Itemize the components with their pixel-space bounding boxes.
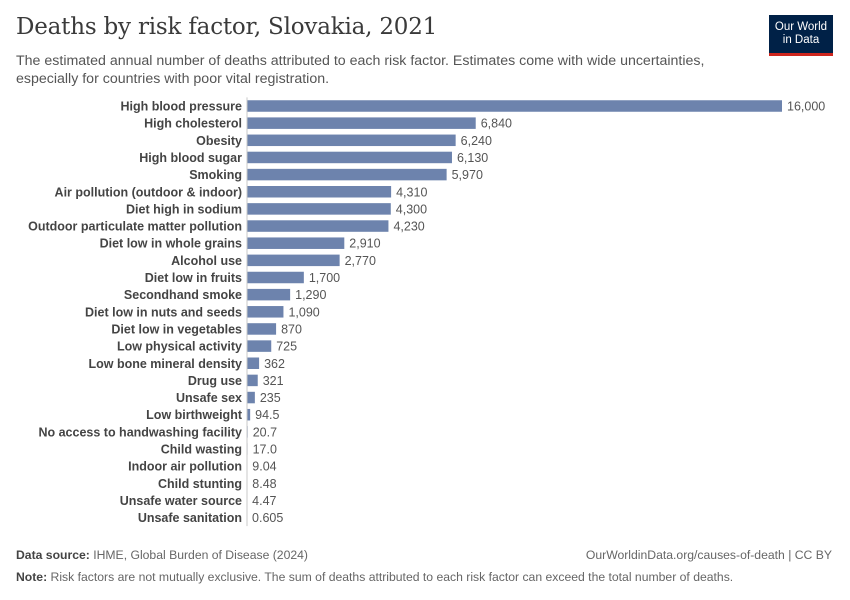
- bar[interactable]: [247, 220, 389, 232]
- bar[interactable]: [247, 391, 255, 404]
- category-label: Air pollution (outdoor & indoor): [55, 185, 242, 199]
- value-label: 4.47: [252, 494, 276, 508]
- category-label: Diet low in whole grains: [100, 237, 242, 251]
- bar[interactable]: [247, 323, 277, 335]
- category-label: Diet low in vegetables: [111, 322, 242, 336]
- value-label: 1,090: [288, 305, 319, 319]
- category-label: Low bone mineral density: [89, 357, 243, 371]
- category-label: Drug use: [188, 374, 242, 388]
- category-label: Alcohol use: [171, 254, 242, 268]
- value-label: 94.5: [255, 408, 279, 422]
- bar[interactable]: [247, 168, 447, 181]
- footer-source-row: Data source: IHME, Global Burden of Dise…: [16, 548, 832, 562]
- bar[interactable]: [247, 203, 391, 215]
- value-label: 4,310: [396, 185, 427, 199]
- bar-chart: High blood pressure 16,000 High cholestero…: [28, 97, 825, 527]
- data-source-text[interactable]: IHME, Global Burden of Disease (2024): [93, 548, 308, 562]
- bar[interactable]: [247, 306, 284, 318]
- data-source-label: Data source:: [16, 548, 90, 562]
- bar[interactable]: [247, 340, 272, 352]
- category-label: Indoor air pollution: [128, 460, 242, 474]
- category-label: Unsafe sex: [176, 391, 242, 405]
- category-label: Outdoor particulate matter pollution: [28, 220, 242, 234]
- bar[interactable]: [247, 100, 782, 112]
- note-label: Note:: [16, 570, 48, 584]
- bar[interactable]: [247, 288, 291, 301]
- footer-note: Note: Risk factors are not mutually excl…: [16, 570, 832, 584]
- bar[interactable]: [247, 254, 340, 267]
- bar[interactable]: [247, 117, 476, 129]
- category-label: Diet low in fruits: [145, 271, 242, 285]
- bar[interactable]: [247, 186, 392, 198]
- value-label: 4,300: [396, 202, 427, 216]
- category-label: Child stunting: [158, 477, 242, 491]
- bar[interactable]: [247, 237, 345, 249]
- value-label: 4,230: [393, 220, 424, 234]
- category-label: Low birthweight: [146, 408, 243, 422]
- value-label: 8.48: [252, 477, 276, 491]
- category-label: Obesity: [196, 134, 242, 148]
- value-label: 6,130: [457, 151, 488, 165]
- category-label: Diet low in nuts and seeds: [85, 305, 242, 319]
- bar[interactable]: [247, 357, 260, 370]
- value-label: 6,240: [461, 134, 492, 148]
- value-label: 235: [260, 391, 281, 405]
- logo-line-1: Our World: [774, 21, 828, 33]
- value-label: 725: [276, 340, 297, 354]
- value-label: 20.7: [253, 425, 277, 439]
- category-label: Low physical activity: [117, 340, 242, 354]
- category-label: High cholesterol: [144, 117, 242, 131]
- bar[interactable]: [247, 271, 304, 284]
- value-label: 1,700: [309, 271, 340, 285]
- value-label: 2,770: [345, 254, 376, 268]
- bar[interactable]: [247, 408, 251, 421]
- value-label: 17.0: [253, 443, 277, 457]
- category-label: Child wasting: [161, 443, 242, 457]
- value-label: 5,970: [452, 168, 483, 182]
- value-label: 321: [263, 374, 284, 388]
- value-label: 870: [281, 322, 302, 336]
- category-label: No access to handwashing facility: [38, 425, 242, 439]
- category-label: High blood sugar: [139, 151, 242, 165]
- value-label: 9.04: [252, 460, 276, 474]
- data-source: Data source: IHME, Global Burden of Dise…: [16, 548, 308, 562]
- owid-logo[interactable]: Our World in Data: [769, 15, 833, 56]
- chart-subtitle: The estimated annual number of deaths at…: [16, 53, 705, 87]
- category-label: Unsafe water source: [120, 494, 242, 508]
- bar[interactable]: [247, 151, 452, 164]
- value-label: 1,290: [295, 288, 326, 302]
- logo-line-2: in Data: [782, 34, 820, 46]
- bar[interactable]: [247, 374, 258, 387]
- category-label: Diet high in sodium: [126, 202, 242, 216]
- value-label: 6,840: [481, 117, 512, 131]
- value-label: 2,910: [349, 237, 380, 251]
- chart-title: Deaths by risk factor, Slovakia, 2021: [16, 14, 438, 40]
- value-label: 362: [264, 357, 285, 371]
- value-label: 0.605: [252, 511, 283, 525]
- category-label: Secondhand smoke: [124, 288, 242, 302]
- note-text: Risk factors are not mutually exclusive.…: [50, 570, 734, 584]
- bar[interactable]: [247, 134, 456, 147]
- value-label: 16,000: [787, 100, 825, 114]
- source-url-link[interactable]: OurWorldinData.org/causes-of-death | CC …: [585, 548, 832, 562]
- category-label: Smoking: [189, 168, 242, 182]
- category-label: High blood pressure: [120, 100, 242, 114]
- category-label: Unsafe sanitation: [138, 511, 242, 525]
